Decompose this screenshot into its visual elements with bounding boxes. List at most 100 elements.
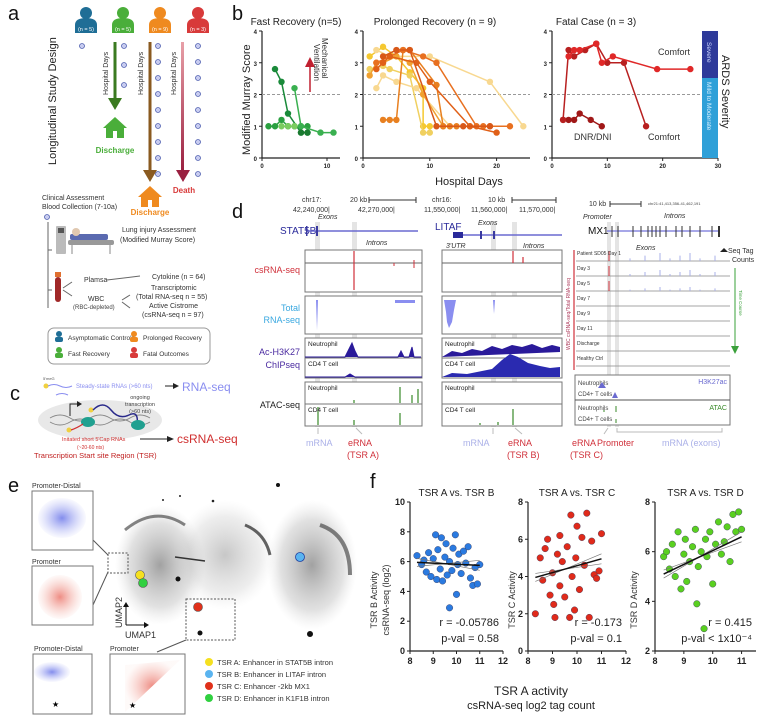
erna-label: eRNA	[508, 438, 532, 448]
data-point	[663, 548, 671, 556]
day-track-label: Day 11	[577, 326, 593, 332]
data-point	[393, 78, 400, 86]
tsr-b-label: (TSR B)	[507, 450, 540, 460]
y-tick-label: 8	[518, 497, 523, 507]
csrnaseq-count: (csRNA-seq n = 97)	[142, 312, 204, 319]
visit-dot	[195, 59, 201, 65]
data-point	[506, 123, 514, 130]
legend-label: TSR A: Enhancer in STAT5B intron	[217, 658, 333, 667]
callout-lines	[317, 427, 723, 435]
umap1-label: UMAP1	[125, 630, 156, 640]
erna-label: eRNA	[572, 438, 596, 448]
chart-title: Fatal Case (n = 3)	[556, 17, 636, 28]
y-tick-label: 1	[544, 125, 548, 131]
exons-label: Exons	[636, 245, 656, 252]
data-point	[561, 593, 569, 601]
person-icon	[187, 18, 209, 33]
data-point	[565, 116, 572, 124]
data-point	[587, 116, 594, 124]
star-icon: ★	[129, 701, 136, 710]
data-point	[735, 508, 743, 516]
data-point	[570, 116, 578, 124]
coord-label: 11,560,000|	[471, 207, 508, 214]
visit-dots	[79, 43, 201, 177]
zoom-box	[185, 598, 236, 641]
data-point	[567, 511, 575, 519]
ongoing-label: transcription	[125, 402, 155, 408]
person-icon	[55, 337, 63, 342]
lower-track-label: CD4+ T cells	[578, 392, 612, 398]
chart-title: Prolonged Recovery (n = 9)	[374, 17, 497, 28]
discharge-label-fast: Discharge	[96, 146, 135, 155]
cap-icon	[43, 383, 49, 389]
tsr-c-point	[193, 602, 203, 612]
erna-label: eRNA	[348, 438, 372, 448]
series-line	[376, 49, 524, 127]
data-point	[546, 591, 554, 599]
data-point	[406, 46, 413, 54]
data-point	[366, 53, 373, 60]
data-point	[539, 576, 547, 584]
y-tick-label: 0	[518, 646, 523, 656]
visit-dot	[155, 43, 161, 49]
nascent-rna	[92, 404, 139, 426]
atac-peak	[353, 387, 419, 403]
house-icon	[138, 186, 162, 207]
data-point	[419, 53, 427, 60]
chip-signal	[305, 373, 422, 378]
day-track-label: Day 5	[577, 281, 590, 287]
y-tick-label: 1	[355, 125, 359, 131]
data-point	[714, 518, 722, 526]
chart-title: TSR A vs. TSR B	[419, 488, 495, 499]
data-point	[642, 123, 650, 130]
atac-peak	[479, 409, 514, 425]
data-point	[668, 540, 676, 548]
data-point	[520, 123, 527, 130]
y-tick-label: 6	[400, 557, 405, 567]
clinical-assessment-label: Clinical Assessment	[42, 195, 104, 202]
data-point	[379, 116, 387, 124]
csrnaseq-track-label: csRNA-seq	[254, 265, 300, 275]
panel-f: f TSR B Activity csRNA-seq (log2) TSR C …	[369, 471, 756, 712]
y-tick-label: 4	[645, 596, 650, 606]
person-icon	[55, 353, 63, 358]
rna-strand	[55, 393, 69, 396]
data-point	[566, 613, 574, 621]
day-track-label: Patient SD05 Day 1	[577, 251, 621, 257]
y-tick-label: 3	[355, 62, 359, 68]
panel-b: b Modified Murray Score Hospital Days 0 1…	[232, 3, 731, 188]
dnr-dni-label: DNR/DNI	[574, 132, 612, 142]
x-tick-label: 20	[493, 164, 500, 170]
tsr-a-label: (TSR A)	[347, 450, 379, 460]
data-point	[379, 72, 387, 79]
atac-track-label: ATAC-seq	[260, 400, 300, 410]
density	[125, 660, 180, 712]
data-point	[563, 543, 571, 551]
data-point	[585, 613, 593, 621]
scale-label: 20 kb	[350, 197, 367, 204]
data-point	[593, 574, 601, 582]
data-point	[620, 59, 628, 66]
green-arrow-icon	[108, 42, 122, 110]
x-tick-label: 0	[361, 164, 365, 170]
introns-label: Introns	[664, 213, 686, 220]
mechanical-ventilation-label: Ventilation	[312, 44, 321, 81]
data-point	[265, 123, 272, 130]
data-point	[576, 110, 583, 117]
person-icon	[56, 331, 62, 337]
hospital-bed-icon	[56, 226, 114, 254]
data-point	[598, 123, 605, 130]
group-count: (n = 5)	[115, 27, 131, 33]
data-point	[473, 580, 481, 588]
data-point	[406, 72, 413, 79]
bracket	[47, 222, 52, 308]
series-line	[274, 68, 308, 134]
group-icons: (n = 5) (n = 5) (n = 9) (n = 3)	[75, 7, 209, 33]
data-point	[687, 65, 694, 73]
data-point	[297, 129, 305, 136]
legend-swatch	[205, 658, 213, 666]
y-axis-title: TSR B Activity	[369, 571, 379, 629]
y-tick-label: 0	[544, 157, 548, 163]
data-point	[681, 535, 689, 543]
